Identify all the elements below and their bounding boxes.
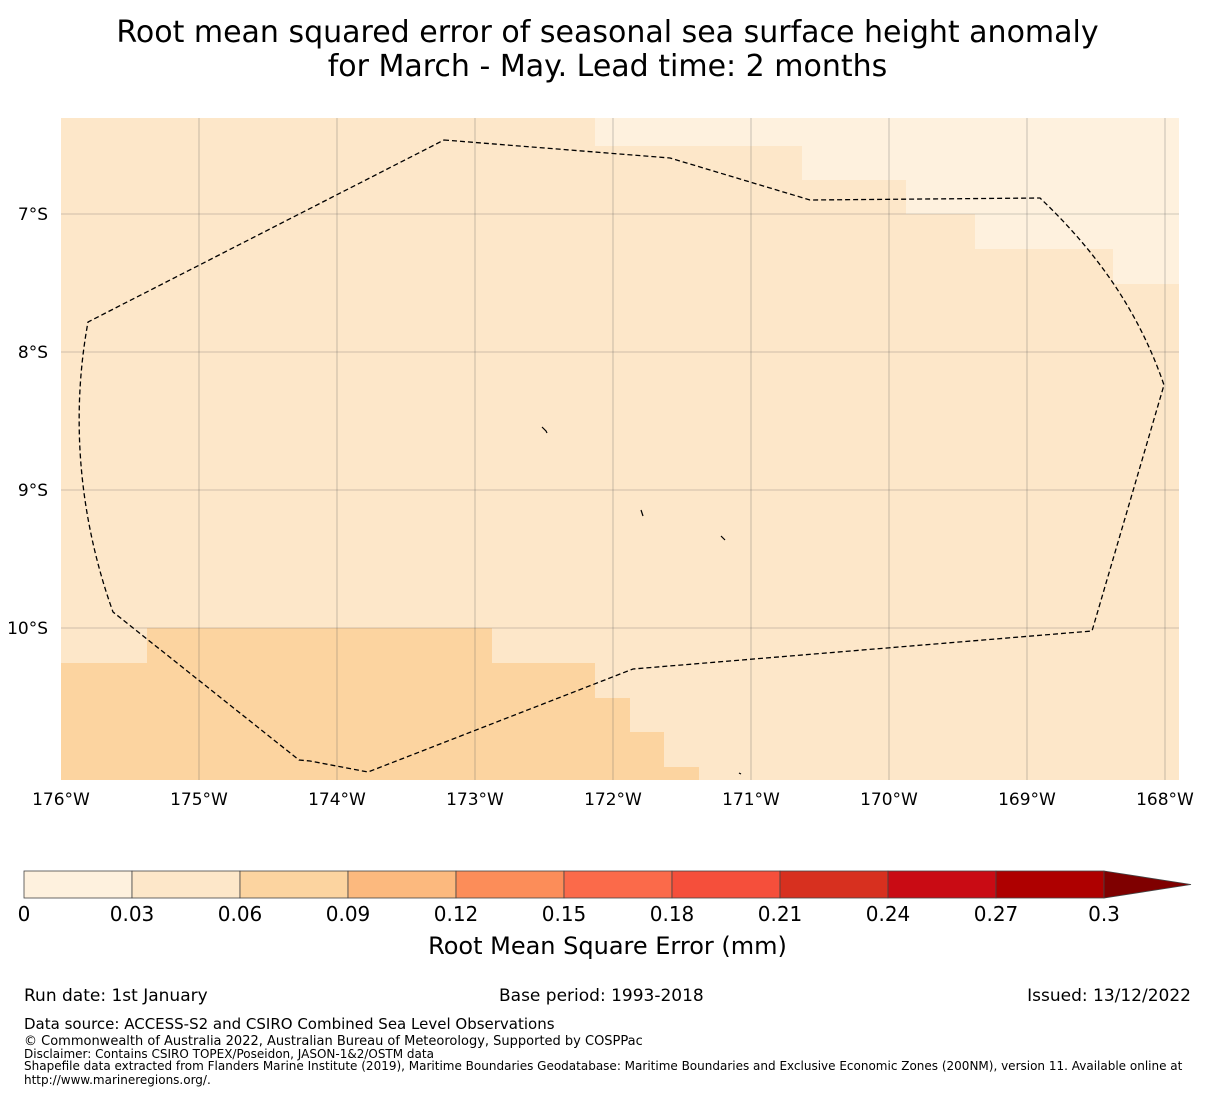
shapefile-note: Shapefile data extracted from Flanders M… [24, 1059, 1183, 1073]
chart-title-line2: for March - May. Lead time: 2 months [327, 49, 888, 84]
colorbar-tick-0.21: 0.21 [757, 902, 803, 926]
colorbar-segment [455, 870, 565, 899]
lon-label-173w: 173°W [446, 790, 504, 810]
shapefile-url: http://www.marineregions.org/. [24, 1073, 211, 1087]
colorbar-tick-0.24: 0.24 [865, 902, 911, 926]
colorbar [23, 870, 1192, 899]
disclaimer: Disclaimer: Contains CSIRO TOPEX/Poseido… [24, 1047, 434, 1061]
colorbar-tick-0.09: 0.09 [325, 902, 371, 926]
colorbar-segment [563, 870, 673, 899]
lat-label-9s: 9°S [18, 481, 48, 501]
colorbar-tick-0.27: 0.27 [973, 902, 1019, 926]
colorbar-segment [23, 870, 133, 899]
island-2 [640, 509, 644, 517]
colorbar-segment [995, 870, 1105, 899]
graticule [61, 118, 1179, 780]
colorbar-segment [779, 870, 889, 899]
lon-label-170w: 170°W [860, 790, 918, 810]
colorbar-tick-0.12: 0.12 [433, 902, 479, 926]
island-4 [738, 772, 742, 775]
data-source: Data source: ACCESS-S2 and CSIRO Combine… [24, 1015, 555, 1033]
colorbar-title: Root Mean Square Error (mm) [428, 932, 787, 960]
lon-label-172w: 172°W [584, 790, 642, 810]
colorbar-extend-triangle [1103, 870, 1192, 899]
issued-date: Issued: 13/12/2022 [1027, 986, 1191, 1006]
lat-label-7s: 7°S [18, 205, 48, 225]
colorbar-tick-0.03: 0.03 [109, 902, 155, 926]
rmse-fill [61, 118, 1179, 780]
colorbar-tick-0: 0 [17, 902, 31, 926]
base-period: Base period: 1993-2018 [499, 986, 704, 1006]
island-3 [720, 535, 726, 541]
lat-label-10s: 10°S [7, 619, 48, 639]
colorbar-segment [131, 870, 241, 899]
copyright: © Commonwealth of Australia 2022, Austra… [24, 1034, 643, 1049]
islands [541, 426, 742, 775]
chart-title-line1: Root mean squared error of seasonal sea … [116, 15, 1099, 50]
colorbar-segment [671, 870, 781, 899]
colorbar-segment [347, 870, 457, 899]
fill-lightest-ne [595, 118, 1179, 284]
lon-label-175w: 175°W [170, 790, 228, 810]
run-date: Run date: 1st January [24, 986, 208, 1006]
colorbar-tick-0.15: 0.15 [541, 902, 587, 926]
island-1 [541, 426, 548, 434]
lon-label-176w: 176°W [32, 790, 90, 810]
colorbar-tick-0.18: 0.18 [649, 902, 695, 926]
lon-label-169w: 169°W [998, 790, 1056, 810]
lon-label-171w: 171°W [722, 790, 780, 810]
fill-medium-sw [61, 628, 699, 780]
colorbar-tick-0.06: 0.06 [217, 902, 263, 926]
colorbar-segment [239, 870, 349, 899]
lon-label-168w: 168°W [1136, 790, 1194, 810]
lon-label-174w: 174°W [308, 790, 366, 810]
lat-label-8s: 8°S [18, 343, 48, 363]
colorbar-tick-0.3: 0.3 [1088, 902, 1120, 926]
colorbar-segment [887, 870, 997, 899]
